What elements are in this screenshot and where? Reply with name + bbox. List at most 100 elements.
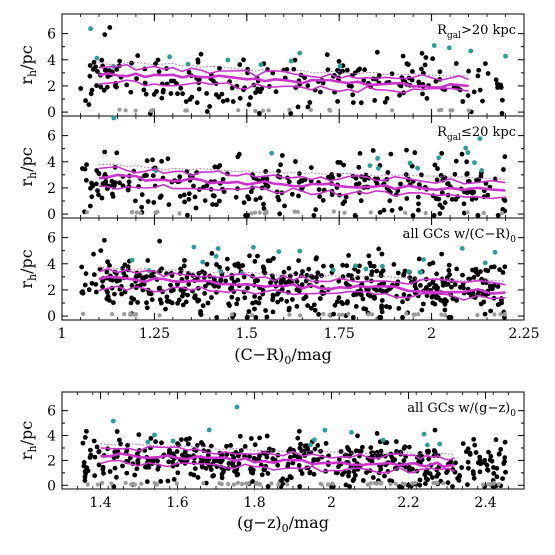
data-point-cyan <box>234 404 240 410</box>
data-point <box>265 484 271 489</box>
data-point <box>183 299 189 305</box>
data-point-gray <box>95 482 100 487</box>
data-point <box>144 300 149 306</box>
data-point <box>143 91 149 97</box>
data-point <box>114 474 119 480</box>
data-point-cyan <box>431 43 437 48</box>
data-point <box>149 272 154 278</box>
data-point <box>244 315 250 320</box>
panel-rgal-outer: 0 2 4 6 rh/pc Rgal>20 kpc <box>17 13 525 121</box>
data-point <box>223 278 229 284</box>
data-point-cyan <box>421 257 426 262</box>
data-point <box>165 478 171 484</box>
data-point <box>168 91 174 96</box>
data-point <box>89 87 95 93</box>
data-point <box>370 148 376 153</box>
data-point-cyan <box>465 150 471 155</box>
data-point <box>241 274 247 280</box>
data-point-gray <box>439 107 444 112</box>
data-point <box>281 269 287 275</box>
data-point-gray <box>318 481 323 486</box>
data-point <box>439 150 445 156</box>
data-point <box>148 436 154 441</box>
annotation-main: all GCs w/(C−R) <box>403 227 511 242</box>
data-point <box>256 300 262 306</box>
data-point <box>454 298 459 303</box>
data-point <box>382 99 388 105</box>
data-point-gray <box>325 482 330 487</box>
data-point <box>453 61 459 66</box>
data-point <box>389 208 395 213</box>
data-point <box>482 311 488 317</box>
data-point <box>214 262 219 267</box>
data-point <box>419 66 424 72</box>
y-axis-label-main: r <box>17 179 36 187</box>
data-point <box>491 465 496 470</box>
data-point <box>488 308 493 314</box>
data-point <box>472 442 478 448</box>
data-point <box>325 67 331 73</box>
data-point <box>226 461 232 466</box>
data-point <box>453 460 458 466</box>
data-point <box>233 263 238 268</box>
data-point <box>343 482 349 488</box>
data-point <box>424 448 430 454</box>
annotation-rest: ≤20 kpc <box>461 125 516 140</box>
data-point <box>294 304 300 309</box>
data-point <box>91 272 97 277</box>
data-point <box>384 440 390 445</box>
data-point <box>180 91 186 97</box>
data-point <box>400 53 406 59</box>
data-point <box>453 158 459 164</box>
data-point <box>192 194 198 200</box>
data-point <box>265 471 271 476</box>
data-point-gray <box>496 482 501 487</box>
data-point <box>426 456 432 462</box>
data-point <box>329 263 335 269</box>
data-point <box>417 477 423 483</box>
data-point <box>91 59 97 65</box>
x-tick-label: 1.25 <box>139 326 170 342</box>
data-point-gray <box>465 210 470 215</box>
x-axis-label-sub: 0 <box>284 354 291 367</box>
data-point <box>100 464 106 470</box>
data-point <box>309 274 314 279</box>
annotation-sub: 0 <box>510 235 516 245</box>
data-point <box>219 475 225 481</box>
x-tick-label: 1.8 <box>243 495 265 511</box>
data-point <box>201 184 206 190</box>
data-point <box>220 98 226 104</box>
data-point <box>135 300 141 305</box>
data-point <box>404 147 409 153</box>
data-point <box>486 449 491 455</box>
data-point <box>99 57 105 63</box>
trend-median <box>98 275 506 295</box>
data-point <box>404 196 410 201</box>
data-point <box>144 305 150 311</box>
data-point <box>416 79 422 85</box>
panel-annotation: all GCs w/(C−R)0 <box>403 227 517 245</box>
data-point <box>442 297 448 302</box>
data-point <box>397 484 402 489</box>
data-point <box>230 99 236 104</box>
data-point <box>235 277 241 283</box>
data-point <box>323 441 329 446</box>
data-point <box>252 259 258 264</box>
data-point <box>284 67 290 72</box>
data-point <box>279 153 285 158</box>
data-point <box>478 301 484 307</box>
data-point <box>217 198 222 204</box>
data-point <box>196 297 202 303</box>
data-point <box>94 444 100 450</box>
y-axis-label-main: r <box>17 452 36 460</box>
data-point-gray <box>491 480 497 485</box>
data-point <box>393 439 399 444</box>
data-point <box>346 253 351 258</box>
data-point <box>341 162 346 168</box>
data-point <box>167 449 173 454</box>
data-point <box>96 192 101 198</box>
scatter-points <box>79 237 508 320</box>
data-point <box>261 201 266 207</box>
data-point <box>112 465 118 471</box>
data-point <box>107 263 112 268</box>
